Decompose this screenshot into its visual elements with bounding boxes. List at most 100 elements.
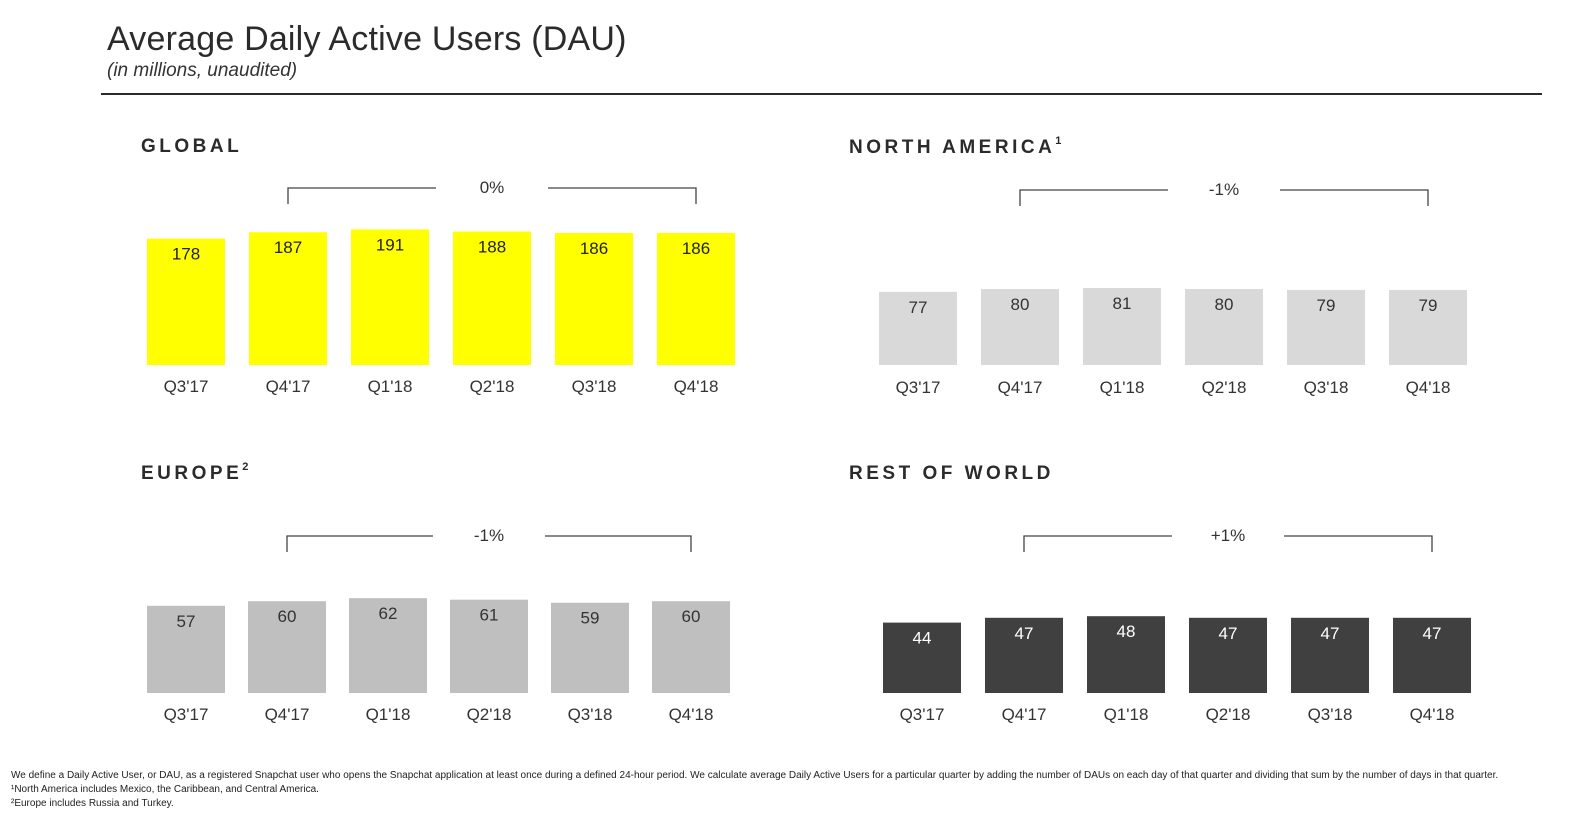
data-label-2: 62 (379, 604, 398, 623)
footnote-1: ¹North America includes Mexico, the Cari… (11, 784, 319, 795)
category-label-5: Q4'18 (1410, 705, 1455, 724)
bar-3 (453, 231, 531, 365)
change-label: +1% (1211, 526, 1246, 545)
panel-title-global: GLOBAL (141, 134, 242, 158)
data-label-4: 79 (1317, 296, 1336, 315)
panel-title-sup: 2 (242, 461, 250, 473)
bar-1 (981, 289, 1059, 365)
data-label-4: 47 (1321, 624, 1340, 643)
data-label-3: 61 (480, 606, 499, 625)
panel-title-text: EUROPE (141, 463, 243, 484)
data-label-2: 81 (1113, 294, 1132, 313)
bar-4 (551, 602, 629, 693)
bar-5 (1393, 617, 1471, 693)
panel-title-north-america: NORTH AMERICA1 (849, 135, 1062, 159)
data-label-4: 186 (580, 239, 608, 258)
category-label-0: Q3'17 (896, 378, 941, 397)
panel-title-europe: EUROPE2 (141, 461, 249, 485)
bar-3 (1185, 289, 1263, 365)
panel-title-sup: 1 (1055, 135, 1063, 147)
data-label-5: 186 (682, 239, 710, 258)
bracket-right (545, 535, 692, 552)
bracket-left (1023, 535, 1172, 552)
category-label-2: Q1'18 (1104, 705, 1149, 724)
category-label-2: Q1'18 (1100, 378, 1145, 397)
change-label: -1% (1209, 180, 1239, 199)
bar-4 (555, 232, 633, 365)
category-label-0: Q3'17 (164, 705, 209, 724)
category-label-4: Q3'18 (572, 377, 617, 396)
data-label-2: 191 (376, 235, 404, 254)
bar-0 (883, 622, 961, 693)
bar-4 (1291, 617, 1369, 693)
bracket-right (548, 187, 697, 204)
data-label-1: 47 (1015, 624, 1034, 643)
data-label-5: 60 (682, 607, 701, 626)
footnote-definition: We define a Daily Active User, or DAU, a… (11, 770, 1499, 781)
bracket-right (1280, 189, 1429, 206)
page-subtitle: (in millions, unaudited) (107, 60, 298, 81)
footnote-2: ²Europe includes Russia and Turkey. (11, 798, 174, 809)
category-label-1: Q4'17 (998, 378, 1043, 397)
bar-0 (147, 605, 225, 693)
bar-3 (1189, 617, 1267, 693)
data-label-5: 79 (1419, 296, 1438, 315)
panel-title-rest-of-world: REST OF WORLD (849, 461, 1054, 485)
bar-5 (657, 232, 735, 365)
bracket-left (286, 535, 433, 552)
category-label-3: Q2'18 (1202, 378, 1247, 397)
category-label-1: Q4'17 (1002, 705, 1047, 724)
data-label-0: 57 (177, 612, 196, 631)
bar-2 (1087, 616, 1165, 693)
category-label-4: Q3'18 (568, 705, 613, 724)
category-label-2: Q1'18 (366, 705, 411, 724)
category-label-4: Q3'18 (1308, 705, 1353, 724)
category-label-3: Q2'18 (467, 705, 512, 724)
panel-title-text: NORTH AMERICA (849, 137, 1056, 158)
data-label-0: 77 (909, 298, 928, 317)
bar-2 (351, 229, 429, 365)
footnotes: We define a Daily Active User, or DAU, a… (11, 769, 1501, 811)
bar-1 (249, 232, 327, 365)
bracket-left (287, 187, 436, 204)
bracket-left (1019, 189, 1168, 206)
bar-4 (1287, 289, 1365, 365)
header-rule (101, 93, 1542, 95)
bar-2 (1083, 288, 1161, 365)
data-label-3: 80 (1215, 295, 1234, 314)
category-label-1: Q4'17 (266, 377, 311, 396)
data-label-2: 48 (1117, 622, 1136, 641)
bar-5 (652, 601, 730, 693)
bracket-right (1284, 535, 1433, 552)
category-label-1: Q4'17 (265, 705, 310, 724)
data-label-4: 59 (581, 609, 600, 628)
category-label-5: Q4'18 (669, 705, 714, 724)
bar-0 (879, 291, 957, 365)
bar-0 (147, 238, 225, 365)
category-label-5: Q4'18 (1406, 378, 1451, 397)
data-label-1: 187 (274, 238, 302, 257)
data-label-3: 188 (478, 238, 506, 257)
change-label: 0% (480, 178, 505, 197)
bar-2 (349, 598, 427, 693)
data-label-3: 47 (1219, 624, 1238, 643)
data-label-0: 178 (172, 245, 200, 264)
data-label-0: 44 (913, 629, 932, 648)
category-label-2: Q1'18 (368, 377, 413, 396)
panel-title-text: REST OF WORLD (849, 463, 1054, 484)
bar-3 (450, 599, 528, 693)
category-label-3: Q2'18 (1206, 705, 1251, 724)
category-label-4: Q3'18 (1304, 378, 1349, 397)
data-label-5: 47 (1423, 624, 1442, 643)
category-label-5: Q4'18 (674, 377, 719, 396)
bar-1 (985, 617, 1063, 693)
change-label: -1% (474, 526, 504, 545)
data-label-1: 80 (1011, 295, 1030, 314)
category-label-3: Q2'18 (470, 377, 515, 396)
category-label-0: Q3'17 (900, 705, 945, 724)
data-label-1: 60 (278, 607, 297, 626)
